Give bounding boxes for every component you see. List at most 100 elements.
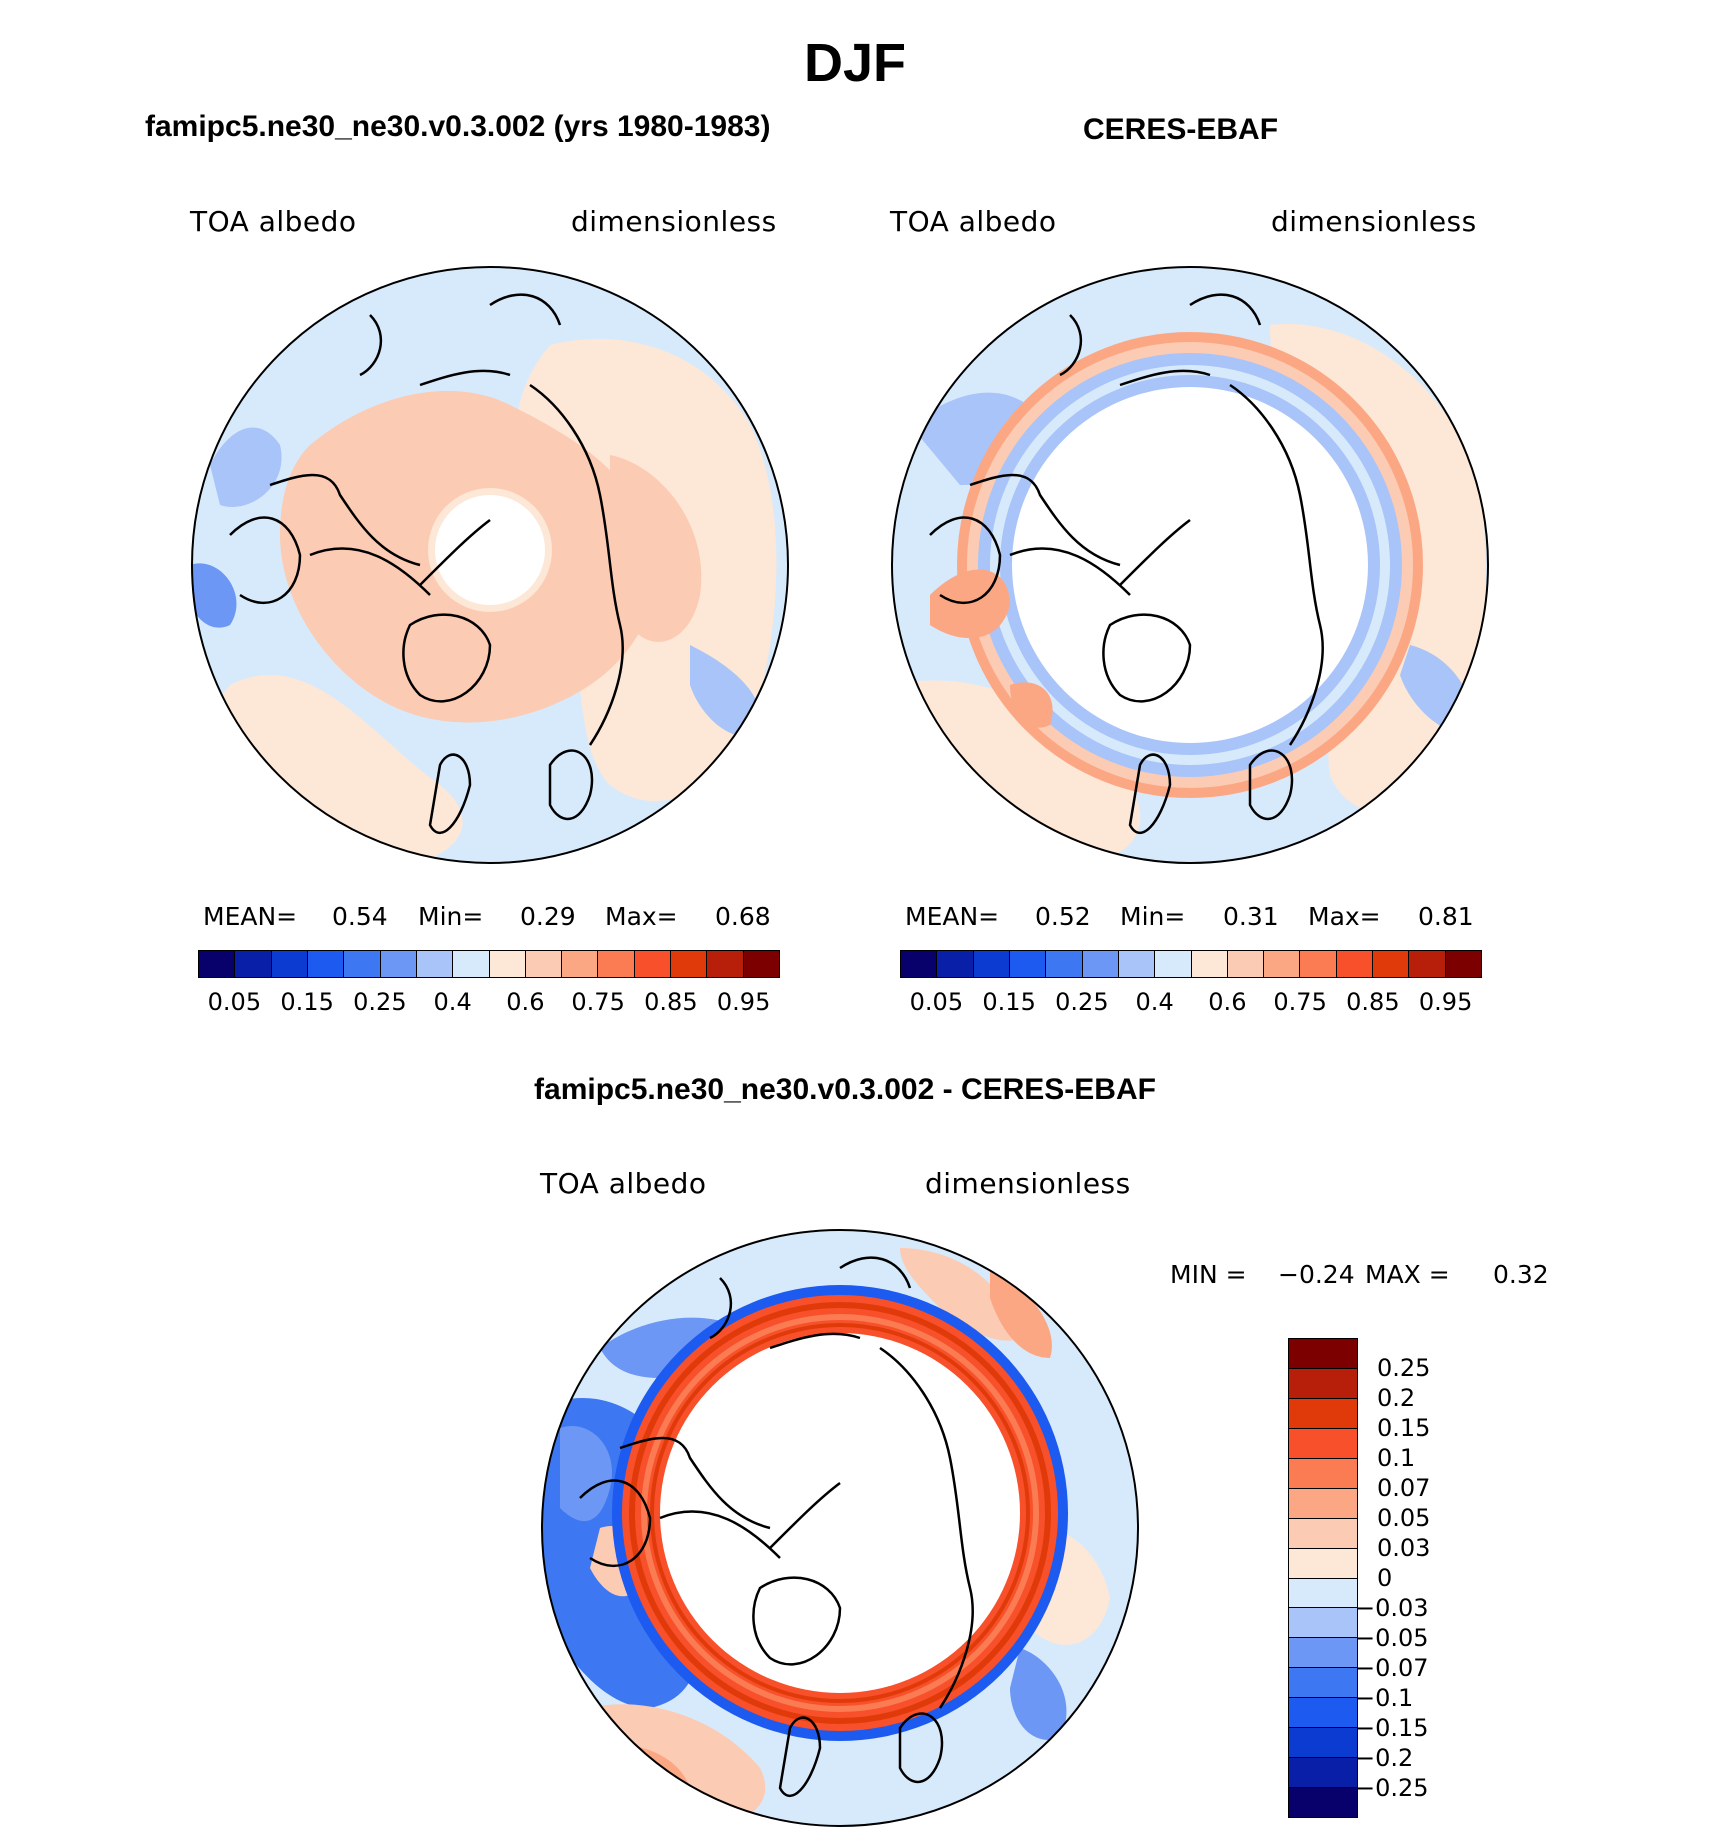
colorbar-swatch [307, 951, 345, 977]
colorbar-swatch [937, 951, 974, 977]
colorbar-swatch [634, 951, 672, 977]
colorbar-swatch [1289, 1788, 1357, 1817]
colorbar-tick-label: −0.15 [1355, 1714, 1429, 1742]
colorbar-swatch [416, 951, 454, 977]
diff-colorbar-ticks: 0.25 0.2 0.15 0.1 0.07 0.05 0.03 0 −0.03 −0.05 −0.… [1355, 1338, 1505, 1818]
colorbar-tick-label: 0.1 [1377, 1444, 1416, 1472]
colorbar-swatch [1373, 951, 1410, 977]
obs-panel-title: CERES-EBAF [1083, 113, 1279, 146]
model-max-label: Max= [605, 902, 678, 931]
obs-min-value: 0.31 [1223, 902, 1279, 931]
diff-units-label: dimensionless [925, 1167, 1131, 1200]
obs-polar-map [891, 266, 1489, 864]
model-mean-label: MEAN= [203, 902, 298, 931]
colorbar-swatch [199, 951, 236, 977]
colorbar-swatch [380, 951, 417, 977]
colorbar-tick-label: 0.95 [716, 988, 771, 1016]
colorbar-tick-label: −0.2 [1355, 1744, 1414, 1772]
colorbar-tick-label: 0.15 [982, 988, 1036, 1016]
colorbar-tick-label: −0.25 [1355, 1774, 1429, 1802]
obs-colorbar-ticks: 0.05 0.15 0.25 0.4 0.6 0.75 0.85 0.95 [900, 988, 1482, 1018]
colorbar-tick-label: 0.4 [433, 988, 472, 1016]
colorbar-swatch [1009, 951, 1047, 977]
model-polar-map [191, 266, 789, 864]
colorbar-swatch [1336, 951, 1374, 977]
colorbar-tick-label: −0.07 [1355, 1654, 1429, 1682]
obs-mean-value: 0.52 [1035, 902, 1091, 931]
colorbar-swatch [1445, 951, 1481, 977]
diff-polar-map [541, 1229, 1139, 1827]
obs-mean-label: MEAN= [905, 902, 1000, 931]
model-colorbar-ticks: 0.05 0.15 0.25 0.4 0.6 0.75 0.85 0.95 [198, 988, 780, 1018]
colorbar-swatch [271, 951, 308, 977]
colorbar-swatch [1289, 1488, 1357, 1519]
colorbar-swatch [1191, 951, 1228, 977]
diff-min-value: −0.24 [1278, 1260, 1355, 1289]
colorbar-tick-label: 0.15 [280, 988, 334, 1016]
colorbar-tick-label: −0.03 [1355, 1594, 1429, 1622]
diff-colorbar [1288, 1338, 1358, 1818]
diff-max-value: 0.32 [1493, 1260, 1549, 1289]
colorbar-swatch [1118, 951, 1156, 977]
colorbar-swatch [1409, 951, 1446, 977]
colorbar-swatch [1227, 951, 1265, 977]
diff-panel-title: famipc5.ne30_ne30.v0.3.002 - CERES-EBAF [534, 1073, 1156, 1106]
colorbar-tick-label: 0.05 [909, 988, 964, 1016]
colorbar-swatch [1300, 951, 1337, 977]
colorbar-swatch [901, 951, 938, 977]
model-mean-value: 0.54 [332, 902, 388, 931]
colorbar-swatch [1289, 1398, 1357, 1429]
colorbar-tick-label: 0.6 [506, 988, 545, 1016]
colorbar-swatch [1289, 1458, 1357, 1489]
colorbar-swatch [598, 951, 635, 977]
colorbar-swatch [1082, 951, 1119, 977]
colorbar-tick-label: 0.25 [353, 988, 407, 1016]
colorbar-tick-label: −0.1 [1355, 1684, 1414, 1712]
colorbar-tick-label: 0.05 [1377, 1504, 1431, 1532]
colorbar-tick-label: 0.07 [1377, 1474, 1431, 1502]
obs-colorbar [900, 950, 1482, 978]
colorbar-swatch [1264, 951, 1301, 977]
colorbar-swatch [525, 951, 563, 977]
colorbar-swatch [489, 951, 526, 977]
colorbar-tick-label: 0.05 [207, 988, 262, 1016]
colorbar-swatch [1289, 1339, 1357, 1369]
colorbar-tick-label: −0.05 [1355, 1624, 1429, 1652]
colorbar-tick-label: 0.15 [1377, 1414, 1431, 1442]
obs-max-value: 0.81 [1418, 902, 1474, 931]
colorbar-tick-label: 0.4 [1135, 988, 1174, 1016]
model-variable-label: TOA albedo [190, 205, 357, 238]
season-title: DJF [803, 33, 906, 93]
colorbar-swatch [1289, 1728, 1357, 1759]
colorbar-swatch [1289, 1698, 1357, 1729]
obs-variable-label: TOA albedo [890, 205, 1057, 238]
colorbar-swatch [1289, 1548, 1357, 1579]
model-max-value: 0.68 [715, 902, 771, 931]
diff-min-label: MIN = [1170, 1260, 1247, 1289]
colorbar-tick-label: 0.03 [1377, 1534, 1431, 1562]
colorbar-swatch [1289, 1578, 1357, 1609]
colorbar-tick-label: 0.25 [1055, 988, 1109, 1016]
obs-units-label: dimensionless [1271, 205, 1477, 238]
colorbar-swatch [1289, 1758, 1357, 1789]
colorbar-swatch [235, 951, 272, 977]
colorbar-swatch [453, 951, 490, 977]
obs-min-label: Min= [1120, 902, 1186, 931]
colorbar-tick-label: 0.6 [1208, 988, 1247, 1016]
colorbar-swatch [1289, 1668, 1357, 1699]
colorbar-swatch [743, 951, 779, 977]
model-min-label: Min= [418, 902, 484, 931]
colorbar-swatch [973, 951, 1010, 977]
colorbar-swatch [1155, 951, 1192, 977]
obs-max-label: Max= [1308, 902, 1381, 931]
colorbar-swatch [671, 951, 708, 977]
colorbar-tick-label: 0.75 [1273, 988, 1327, 1016]
colorbar-swatch [344, 951, 381, 977]
colorbar-swatch [1046, 951, 1083, 977]
colorbar-tick-label: 0.2 [1377, 1384, 1416, 1412]
colorbar-tick-label: 0.25 [1377, 1354, 1431, 1382]
colorbar-swatch [562, 951, 599, 977]
diff-variable-label: TOA albedo [540, 1167, 707, 1200]
colorbar-swatch [1289, 1608, 1357, 1639]
model-min-value: 0.29 [520, 902, 576, 931]
